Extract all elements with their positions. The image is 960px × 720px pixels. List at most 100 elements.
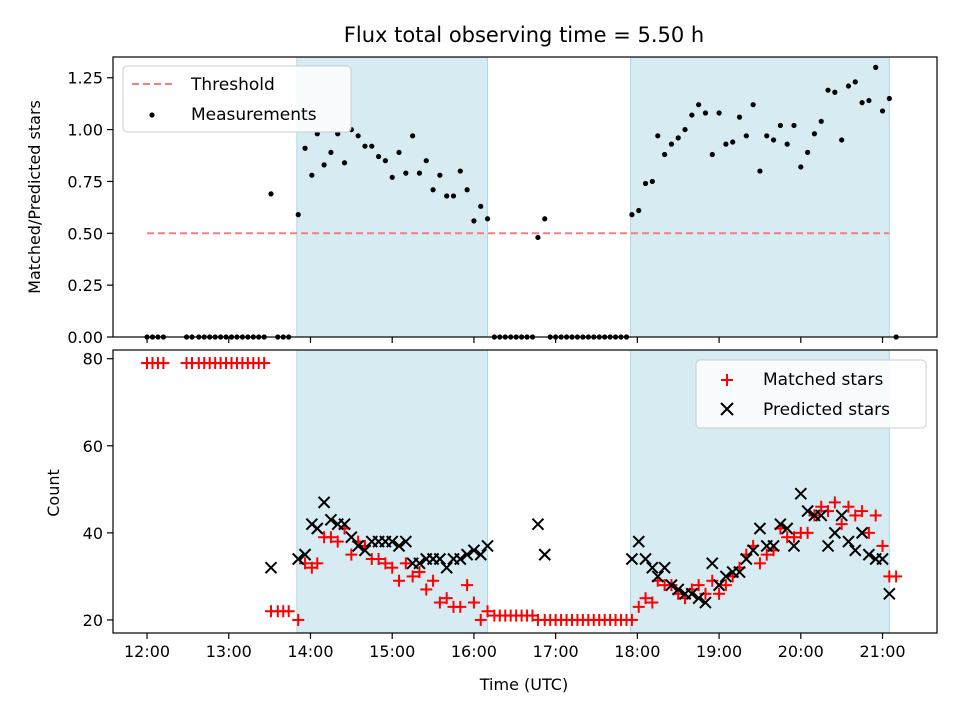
bottom-predicted-stars-point-44 <box>706 557 719 570</box>
top-panel: 0.00 0.25 0.50 0.75 1.00 1.25 <box>67 56 938 347</box>
top-measurements-point-86 <box>689 112 695 118</box>
legend-matched-swatch <box>721 374 733 386</box>
top-window-2 <box>630 56 890 338</box>
top-measurements-point-103 <box>805 149 811 156</box>
top-y-axis-label: Matched/Predicted stars <box>25 100 44 294</box>
bottom-predicted-stars-point-50 <box>746 544 760 557</box>
bottom-predicted-stars-point-36 <box>651 570 665 583</box>
top-measurements-point-42 <box>423 158 429 164</box>
top-measurements-point-105 <box>818 118 824 124</box>
bottom-predicted-stars-point-43 <box>699 596 712 609</box>
top-measurements-point-78 <box>636 207 642 214</box>
bottom-predicted-stars-point-15 <box>385 535 399 548</box>
bottom-matched-stars-point-96 <box>753 557 766 570</box>
bottom-predicted-stars-point-22 <box>433 552 447 566</box>
bottom-predicted-stars-point-62 <box>828 526 842 540</box>
top-measurements-point-94 <box>743 133 749 139</box>
bottom-matched-stars-point-107 <box>828 496 841 509</box>
bottom-predicted-stars-point-65 <box>849 544 862 557</box>
top-measurements-point-88 <box>702 110 709 116</box>
bottom-matched-stars-point-45 <box>440 592 453 605</box>
top-measurements-point-100 <box>784 141 790 147</box>
top-measurements-point-96 <box>757 168 763 174</box>
bottom-xtick-label-3: 15:00 <box>369 642 415 661</box>
bottom-xtick-label-8: 20:00 <box>778 642 824 661</box>
bottom-matched-stars-point-79 <box>639 592 652 605</box>
bottom-legend-box <box>695 359 927 429</box>
bottom-matched-stars-point-113 <box>869 509 882 522</box>
bottom-matched-stars-point-44 <box>433 596 446 609</box>
bottom-predicted-stars-point-35 <box>646 561 659 574</box>
top-measurements-point-112 <box>866 97 872 104</box>
chart-title: Flux total observing time = 5.50 h <box>344 23 704 47</box>
bottom-matched-stars-point-37 <box>386 561 399 574</box>
top-axes-frame <box>112 56 938 338</box>
top-measurements-point-40 <box>410 133 416 139</box>
bottom-xtick-label-9: 21:00 <box>859 642 905 661</box>
bottom-matched-stars-point-103 <box>801 526 814 539</box>
bottom-matched-stars-point-38 <box>393 574 406 587</box>
bottom-predicted-stars-point-30 <box>531 517 545 531</box>
top-measurements-point-77 <box>629 212 635 218</box>
top-measurements-point-28 <box>328 149 334 156</box>
bottom-matched-stars-point-43 <box>427 574 440 587</box>
bottom-matched-stars-point-3 <box>157 357 170 370</box>
bottom-matched-stars-point-50 <box>474 613 487 626</box>
top-legend: Threshold Measurements <box>122 65 352 133</box>
top-measurements-point-85 <box>682 126 688 133</box>
legend-predicted-swatch <box>720 402 734 416</box>
top-measurements-point-101 <box>791 122 797 129</box>
bottom-matched-stars-point-24 <box>299 557 312 570</box>
bottom-predicted-stars-point-34 <box>639 552 652 566</box>
bottom-predicted-stars-point-64 <box>842 535 855 548</box>
bottom-ytick-label-0: 20 <box>83 611 103 630</box>
bottom-matched-stars-point-89 <box>706 574 719 587</box>
bottom-predicted-stars-point-26 <box>460 548 474 561</box>
bottom-ytick-label-1: 40 <box>83 524 103 543</box>
bottom-predicted-stars-point-29 <box>481 539 494 553</box>
bottom-ytick-label-3: 80 <box>83 350 103 369</box>
bottom-matched-stars-point-80 <box>646 596 659 609</box>
top-measurements-point-111 <box>859 100 865 106</box>
bottom-xtick-label-0: 12:00 <box>124 642 170 661</box>
x-axis-label: Time (UTC) <box>479 675 568 694</box>
bottom-predicted-stars-point-56 <box>787 539 801 553</box>
bottom-legend: Matched stars Predicted stars <box>695 359 927 429</box>
bottom-predicted-stars-point-38 <box>665 578 678 592</box>
bottom-matched-stars-point-77 <box>625 613 638 626</box>
top-measurements-point-35 <box>375 153 382 160</box>
bottom-predicted-stars-point-1 <box>292 552 305 566</box>
top-measurements-point-106 <box>825 87 831 93</box>
bottom-matched-stars-point-109 <box>842 500 855 513</box>
bottom-xtick-label-6: 18:00 <box>614 642 660 661</box>
top-measurements-point-82 <box>662 151 668 158</box>
bottom-predicted-stars-point-25 <box>454 552 467 566</box>
top-measurements-point-37 <box>389 174 395 180</box>
bottom-matched-stars-point-35 <box>372 552 385 565</box>
bottom-matched-stars-point-49 <box>467 596 480 609</box>
top-measurements-point-89 <box>709 151 715 158</box>
bottom-predicted-stars-point-23 <box>440 561 453 574</box>
top-ytick-label-0: 0.00 <box>67 328 103 347</box>
top-measurements-point-80 <box>649 178 655 185</box>
bottom-predicted-stars-point-17 <box>399 535 413 548</box>
bottom-predicted-stars-point-2 <box>298 548 312 561</box>
legend-threshold-label: Threshold <box>190 75 275 95</box>
top-ytick-label-4: 1.00 <box>67 121 103 140</box>
top-measurements-point-51 <box>484 216 491 222</box>
top-measurements-point-91 <box>723 141 729 147</box>
bottom-matched-stars-point-26 <box>311 557 324 570</box>
bottom-xtick-label-2: 14:00 <box>287 642 333 661</box>
top-measurements-point-90 <box>716 110 722 116</box>
bottom-predicted-stars-point-60 <box>815 509 828 522</box>
bottom-predicted-stars-point-31 <box>538 548 551 561</box>
bottom-predicted-stars-point-46 <box>719 570 733 583</box>
top-measurements-point-23 <box>295 212 301 218</box>
bottom-predicted-stars-point-11 <box>358 544 372 557</box>
top-measurements-point-36 <box>382 158 388 164</box>
bottom-predicted-stars-point-49 <box>740 552 753 566</box>
bottom-matched-stars-point-105 <box>815 500 828 513</box>
bottom-matched-stars-point-39 <box>399 557 412 570</box>
top-measurements-point-34 <box>369 143 375 149</box>
